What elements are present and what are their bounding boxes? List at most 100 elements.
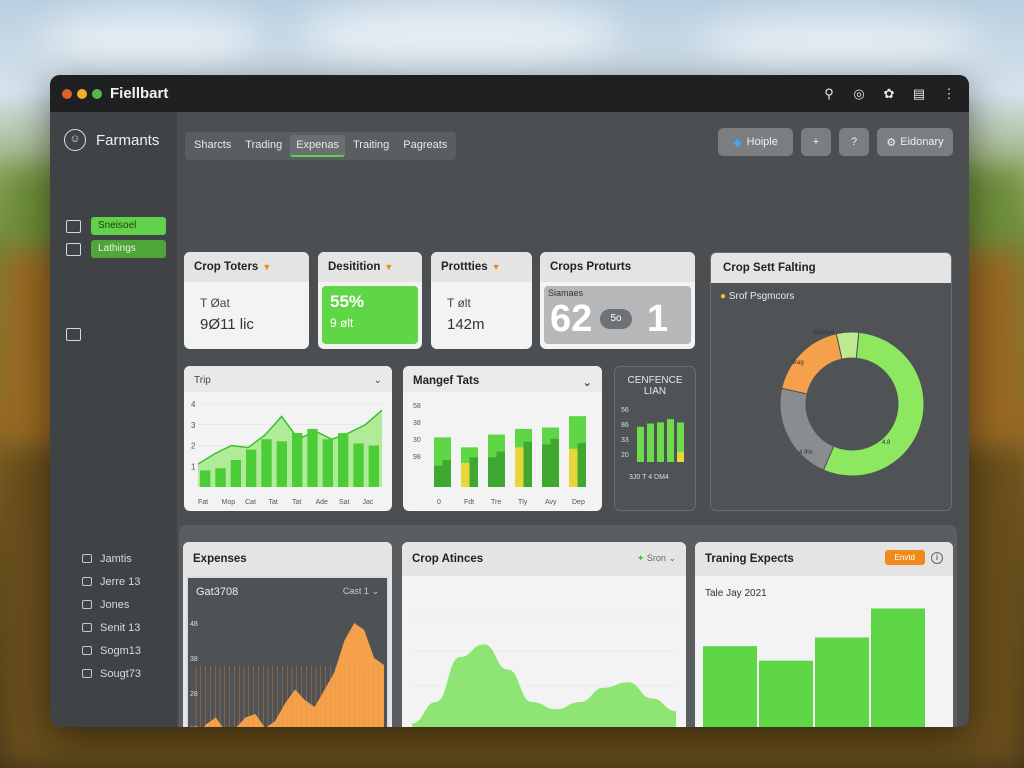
user-icon (82, 577, 92, 586)
list-item[interactable]: Sogm13 (82, 639, 141, 662)
donut-label: Sracisai (813, 330, 834, 336)
y-tick-label: 18 (190, 726, 198, 727)
farm-logo-icon: ☺ (64, 129, 86, 151)
list-item[interactable]: Jerre 13 (82, 570, 141, 593)
card-title: Desitition (328, 261, 381, 273)
card-title: Crop Toters (194, 261, 259, 273)
more-icon[interactable]: ⋮ (942, 85, 956, 101)
x-tick-label: Tly (518, 499, 528, 506)
card-title-line2: LIAN (643, 386, 667, 397)
document-icon[interactable]: ▤ (912, 85, 926, 101)
stat-value-right: 1 (647, 298, 669, 340)
sidebar-item-lathings[interactable]: Lathings (66, 240, 166, 258)
x-tick-label: Fat (198, 499, 208, 506)
close-dot[interactable] (62, 88, 72, 99)
stat-card-prottties[interactable]: Prottties ▼ T ølt 142m (431, 252, 532, 349)
donut-label: 4 9% (799, 450, 813, 456)
cenfence-bar (667, 419, 674, 462)
sidebar-item-stack[interactable] (66, 328, 81, 341)
y-tick-label: 48 (190, 621, 198, 628)
x-tick-label: Cat (245, 499, 256, 506)
app-window: Fiellbart ⚲ ◎ ✿ ▤ ⋮ ☺ Farmants Sneisoel … (50, 75, 969, 727)
stat-card-crop-toters[interactable]: Crop Toters ▼ T Øat 9Ø11 lic (184, 252, 309, 349)
trip-bar (353, 443, 364, 487)
manged-bar-segment (523, 441, 532, 487)
x-tick-label: Fdt (464, 499, 474, 506)
tab-sharcts[interactable]: Sharcts (194, 139, 232, 151)
traning-badge[interactable]: Envtd (884, 550, 925, 565)
card-title: Crops Proturts (540, 252, 695, 282)
donut-chart: Sracisai Srag 4 9% 4.8 (779, 330, 925, 477)
chevron-down-icon[interactable]: ⌄ (582, 377, 592, 389)
x-tick-label: Jac (363, 499, 374, 506)
chevron-down-icon: ▼ (262, 262, 272, 272)
search-icon[interactable]: ⚲ (824, 85, 834, 101)
manged-bar-segment (496, 451, 505, 487)
trip-bar (276, 441, 287, 487)
stat-line: T ølt (447, 296, 471, 310)
user-icon (82, 646, 92, 655)
chevron-down-icon: ⌄ (371, 586, 379, 596)
cenfence-card: CENFENCE LIAN 56 86 33 20 3J0 T 4 DM4 (614, 366, 696, 511)
cenfence-footer: 3J0 T 4 DM4 (629, 474, 669, 481)
card-title: Trip (194, 375, 211, 386)
chart-icon (66, 219, 81, 233)
tab-pagreats[interactable]: Pagreats (403, 139, 448, 151)
tab-traiting[interactable]: Traiting (353, 139, 390, 151)
leaf-icon: ● (720, 291, 727, 302)
globe-icon[interactable]: ◎ (853, 85, 865, 101)
trip-bar (215, 468, 226, 487)
donut-label: 4.8 (882, 440, 891, 446)
list-item[interactable]: Sougt73 (82, 662, 141, 685)
add-button[interactable]: + (801, 128, 831, 156)
stat-card-desitition[interactable]: Desitition ▼ 55% 9 ølt (318, 252, 422, 349)
tab-trading[interactable]: Trading (245, 139, 283, 151)
y-tick-label: 3 (191, 421, 196, 430)
y-tick-label: 28 (190, 691, 198, 698)
stat-label: Siamaes (548, 288, 584, 298)
card-title: Crop Sett Falting (711, 253, 951, 283)
trip-bar (246, 449, 257, 487)
stat-pill: 5o (600, 309, 632, 329)
user-icon (82, 600, 92, 609)
expenses-control[interactable]: Cast 1 ⌄ (342, 586, 379, 596)
list-item[interactable]: Jones (82, 593, 141, 616)
cenfence-bar (647, 423, 654, 462)
cenfence-bar (637, 426, 644, 462)
stack-icon (66, 328, 81, 341)
y-tick-label: 38 (413, 420, 421, 427)
trip-bar (292, 433, 303, 487)
sidebar-item-sneisoel[interactable]: Sneisoel (66, 217, 166, 235)
y-tick-label: 58 (413, 403, 421, 410)
list-item[interactable]: Senit 13 (82, 616, 141, 639)
main-area: Sharcts Trading Expenas Traiting Pagreat… (177, 112, 969, 727)
stat-card-crops-proturts[interactable]: Crops Proturts Siamaes 62 5o 1 (540, 252, 695, 349)
traning-card: Traning Expects Envtd i Tale Jay 2021 La… (695, 542, 953, 727)
calendar-icon (66, 242, 81, 256)
chevron-down-icon: ⌄ (668, 553, 676, 563)
y-tick-label: 86 (621, 422, 629, 429)
primary-button[interactable]: ◆ Hoiple (718, 128, 793, 156)
maximize-dot[interactable] (92, 88, 102, 99)
y-tick-label: 33 (621, 437, 629, 444)
help-button[interactable]: ? (839, 128, 869, 156)
settings-icon[interactable]: ✿ (883, 85, 895, 101)
traning-bar (815, 637, 869, 727)
crop-atinces-card: Crop Atinces ✦ Sron ⌄ FatWaeFasJag (402, 542, 686, 727)
expenses-card: Expenses Gat3708 Cast 1 ⌄ 48382818LibAal… (183, 542, 392, 727)
card-title: Crop Atinces (412, 553, 484, 565)
trip-card: Trip ⌄ 4 3 2 1 Fat Mop Cat Tat Tat Ade Sat Jac (184, 366, 392, 511)
info-icon[interactable]: i (931, 551, 943, 564)
chevron-down-icon[interactable]: ⌄ (373, 375, 382, 386)
list-item[interactable]: Jamtis (82, 547, 141, 570)
donut-slice (779, 387, 835, 471)
crop-atinces-control[interactable]: ✦ Sron ⌄ (636, 553, 676, 563)
y-tick-label: 56 (621, 407, 629, 414)
user-icon (82, 623, 92, 632)
y-tick-label: 1 (191, 462, 196, 471)
extra-button[interactable]: ⚙ Eidonary (877, 128, 953, 156)
gear-icon: ⚙ (886, 136, 897, 149)
tab-expenas[interactable]: Expenas (290, 135, 345, 157)
sidebar-item-label: Lathings (91, 240, 166, 258)
minimize-dot[interactable] (77, 88, 87, 99)
